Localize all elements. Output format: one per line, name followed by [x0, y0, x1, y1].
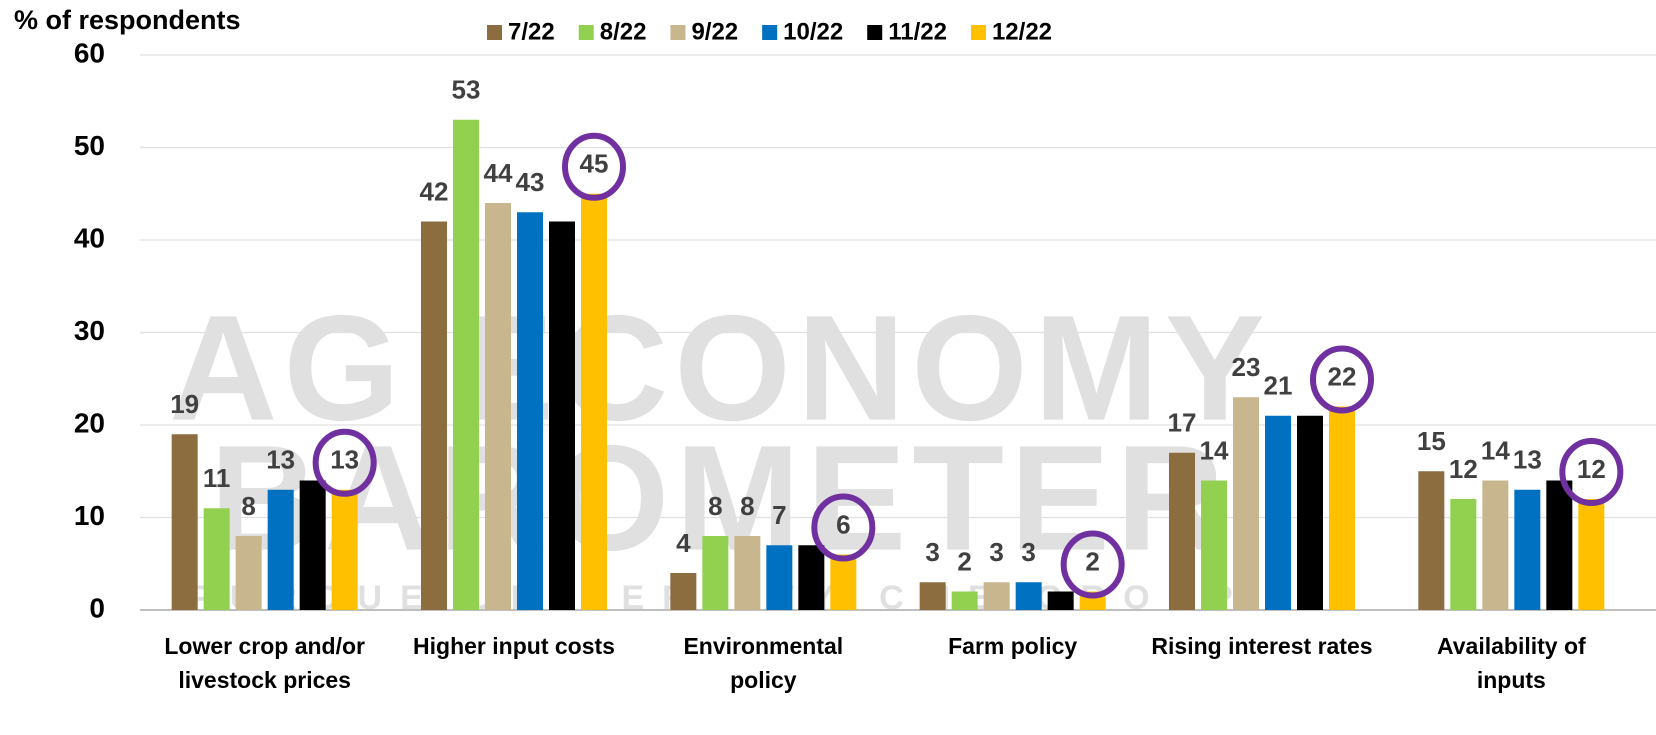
- bar: [1546, 481, 1572, 611]
- data-label: 3: [1021, 537, 1035, 567]
- data-label: 43: [516, 167, 545, 197]
- data-label: 14: [1481, 435, 1510, 465]
- y-tick-label: 40: [74, 222, 105, 253]
- bar: [549, 222, 575, 611]
- data-label: 6: [836, 509, 850, 539]
- y-axis-label: % of respondents: [14, 5, 241, 35]
- x-tick-label: Environmental: [683, 633, 843, 659]
- bar: [798, 545, 824, 610]
- legend-swatch: [971, 25, 986, 40]
- data-label: 11: [203, 463, 231, 493]
- data-label: 17: [1168, 408, 1197, 438]
- bar: [1201, 481, 1227, 611]
- legend-swatch: [579, 25, 594, 40]
- bar: [734, 536, 760, 610]
- bar: [670, 573, 696, 610]
- y-tick-label: 10: [74, 500, 105, 531]
- data-label: 12: [1577, 454, 1606, 484]
- legend-swatch: [487, 25, 502, 40]
- bar: [1169, 453, 1195, 610]
- data-label: 42: [420, 176, 449, 206]
- chart: % of respondents AG ECONOMYBAROMETERPURD…: [0, 0, 1656, 735]
- data-label: 14: [1200, 435, 1229, 465]
- bar: [517, 212, 543, 610]
- bar: [984, 582, 1010, 610]
- data-label: 23: [1232, 352, 1261, 382]
- bar: [1482, 481, 1508, 611]
- bar: [702, 536, 728, 610]
- bar: [485, 203, 511, 610]
- x-tick-label: livestock prices: [178, 667, 351, 693]
- data-label: 8: [708, 491, 722, 521]
- x-tick-label: inputs: [1477, 667, 1546, 693]
- x-tick-label: policy: [730, 667, 797, 693]
- data-label: 3: [989, 537, 1003, 567]
- bar: [1048, 592, 1074, 611]
- bar: [1297, 416, 1323, 610]
- bar: [1514, 490, 1540, 610]
- x-tick-label: Rising interest rates: [1151, 633, 1372, 659]
- x-tick-label: Availability of: [1437, 633, 1586, 659]
- data-label: 15: [1417, 426, 1446, 456]
- data-label: 13: [330, 445, 359, 475]
- data-label: 13: [266, 445, 295, 475]
- bar: [332, 490, 358, 610]
- data-label: 53: [452, 75, 481, 105]
- data-label: 3: [925, 537, 939, 567]
- legend-label: 7/22: [508, 18, 555, 45]
- bar: [830, 555, 856, 611]
- data-label: 12: [1449, 454, 1478, 484]
- bar: [1233, 397, 1259, 610]
- data-label: 44: [484, 158, 513, 188]
- data-label: 8: [241, 491, 255, 521]
- legend-label: 11/22: [888, 18, 947, 45]
- bar: [1265, 416, 1291, 610]
- y-tick-label: 60: [74, 37, 105, 68]
- x-tick-label: Higher input costs: [413, 633, 615, 659]
- data-label: 2: [957, 546, 971, 576]
- legend-swatch: [867, 25, 882, 40]
- bar: [421, 222, 447, 611]
- legend-label: 9/22: [691, 18, 738, 45]
- x-tick-label: Farm policy: [948, 633, 1077, 659]
- bar: [1578, 499, 1604, 610]
- bar: [920, 582, 946, 610]
- data-label: 45: [580, 149, 609, 179]
- y-tick-label: 20: [74, 407, 105, 438]
- bar: [204, 508, 230, 610]
- data-label: 2: [1085, 546, 1099, 576]
- y-tick-label: 0: [89, 592, 105, 623]
- data-label: 19: [170, 389, 199, 419]
- data-label: 21: [1264, 371, 1293, 401]
- bar: [453, 120, 479, 610]
- data-label: 8: [740, 491, 754, 521]
- bar: [1418, 471, 1444, 610]
- data-label: 22: [1328, 361, 1357, 391]
- bar: [1450, 499, 1476, 610]
- x-tick-label: Lower crop and/or: [164, 633, 365, 659]
- bar: [300, 481, 326, 611]
- bar: [1016, 582, 1042, 610]
- legend-label: 12/22: [992, 18, 1052, 45]
- bar: [581, 194, 607, 610]
- bar: [172, 434, 198, 610]
- bar: [952, 592, 978, 611]
- bar: [766, 545, 792, 610]
- data-label: 7: [772, 500, 786, 530]
- legend-label: 10/22: [783, 18, 843, 45]
- bar: [268, 490, 294, 610]
- data-label: 4: [676, 528, 691, 558]
- legend-swatch: [670, 25, 685, 40]
- page: {"chart_data": { "type": "bar", "y_label…: [0, 0, 1656, 735]
- y-tick-label: 30: [74, 315, 105, 346]
- legend-swatch: [762, 25, 777, 40]
- legend-label: 8/22: [600, 18, 647, 45]
- y-tick-label: 50: [74, 130, 105, 161]
- bar: [1329, 407, 1355, 611]
- bar: [236, 536, 262, 610]
- data-label: 13: [1513, 445, 1542, 475]
